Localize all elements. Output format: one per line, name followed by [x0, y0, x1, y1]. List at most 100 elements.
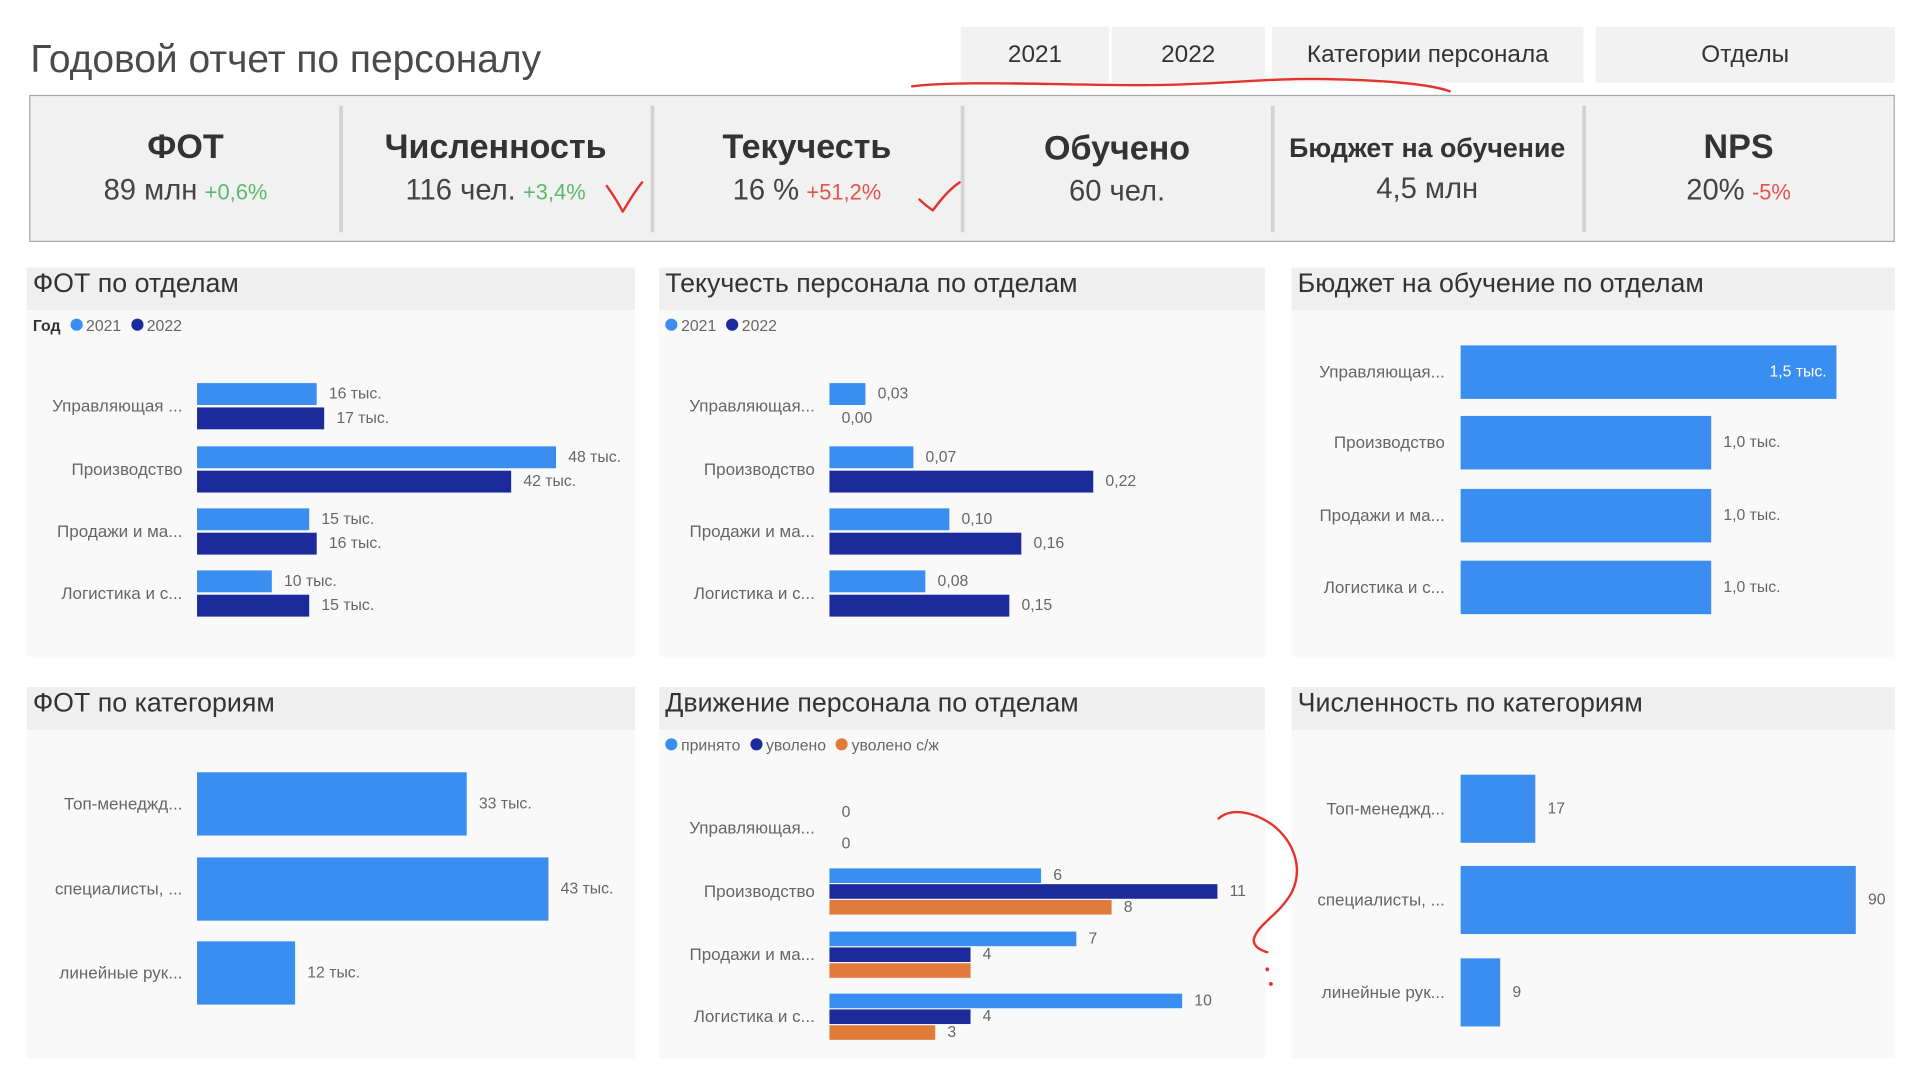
bar-chart-plot: Управляющая... 0 0 Производство 6 11 8 Продажи … [689, 804, 1246, 1041]
bar-value-label: 1,0 тыс. [1723, 507, 1780, 524]
bar-value-label: 16 тыс. [329, 386, 382, 403]
kpi-value-row: 116 чел. +3,4% [405, 173, 585, 211]
category-label: Производство [704, 882, 815, 901]
kpi-value: 89 млн [103, 173, 198, 207]
chart-bar[interactable] [1460, 774, 1536, 843]
chart-bar[interactable] [197, 470, 512, 493]
chart-bar[interactable] [197, 407, 325, 430]
chart-bar[interactable] [197, 532, 317, 555]
chart-bar[interactable] [197, 941, 296, 1005]
handwritten-dot [1268, 981, 1273, 986]
chart-bar[interactable] [197, 772, 467, 836]
bar-value-label: 0,08 [938, 573, 969, 590]
bar-value-label: 1,5 тыс. [1769, 364, 1826, 381]
tab-label: 2022 [1161, 40, 1216, 68]
chart-bar[interactable] [197, 508, 310, 531]
legend-label: уволено [765, 735, 827, 754]
legend-item-2021[interactable]: 2021 [665, 316, 716, 334]
chart-bar[interactable] [829, 446, 914, 469]
legend-item-2021[interactable]: 2021 [70, 316, 121, 334]
chart-bar[interactable] [829, 508, 950, 531]
chart-bar[interactable] [829, 532, 1022, 555]
legend-item-hired[interactable]: принято [665, 735, 740, 753]
bar-value-label: 43 тыс. [561, 881, 614, 898]
bar-value-label: 6 [1053, 867, 1062, 884]
tab-label: Категории персонала [1306, 40, 1549, 68]
category-label: Логистика и с... [1324, 578, 1445, 597]
bar-value-label: 0,07 [926, 449, 957, 466]
chart-bar[interactable] [829, 931, 1077, 947]
category-label: Производство [704, 460, 815, 479]
chart-bar[interactable] [1460, 958, 1501, 1027]
kpi-value: 16 % [732, 173, 800, 207]
kpi-card-training-budget: Бюджет на обучение 4,5 млн [1272, 96, 1582, 241]
kpi-delta: -5% [1751, 179, 1791, 205]
kpi-card-payroll: ФОТ 89 млн +0,6% [30, 96, 340, 241]
chart-bar[interactable] [829, 884, 1218, 899]
chart-bar[interactable] [829, 383, 866, 405]
chart-bar[interactable] [1460, 560, 1712, 615]
kpi-delta: +0,6% [204, 179, 268, 205]
chart-bar[interactable] [829, 594, 1010, 617]
chart-bar[interactable] [829, 993, 1183, 1009]
tab-2022[interactable]: 2022 [1111, 26, 1265, 83]
chart-bar[interactable] [829, 570, 926, 593]
bar-value-label: 1,0 тыс. [1723, 434, 1780, 451]
chart-bar[interactable] [1460, 865, 1856, 935]
bar-value-label: 9 [1512, 984, 1521, 1001]
chart-bar[interactable] [829, 470, 1094, 493]
legend-item-resigned[interactable]: уволено с/ж [835, 735, 939, 753]
kpi-divider [1582, 105, 1586, 233]
tab-departments[interactable]: Отделы [1595, 26, 1895, 83]
chart-bar[interactable] [829, 1025, 936, 1040]
kpi-title: ФОТ [147, 127, 224, 166]
chart-training-budget-by-department: Управляющая... 1,5 тыс. Производство 1,0 ты… [1291, 267, 1895, 657]
bar-value-label: 10 [1194, 992, 1212, 1009]
legend-item-2022[interactable]: 2022 [130, 316, 182, 334]
legend-label: 2022 [741, 315, 777, 334]
kpi-value-row: 89 млн +0,6% [104, 173, 268, 211]
kpi-divider [650, 105, 655, 233]
bar-chart-plot: Управляющая ... 16 тыс. 17 тыс. Производств… [52, 383, 621, 617]
chart-bar[interactable] [1460, 488, 1712, 543]
legend-item-2022[interactable]: 2022 [725, 315, 777, 334]
chart-bar[interactable] [829, 947, 971, 963]
chart-bar[interactable] [829, 963, 971, 978]
bar-value-label: 7 [1088, 930, 1097, 947]
bar-value-label: 0,03 [878, 386, 909, 403]
chart-bar[interactable] [197, 446, 557, 469]
chart-bar[interactable] [829, 1009, 971, 1025]
kpi-value-row: 16 % +51,2% [733, 173, 882, 211]
chart-legend: 2021 2022 [665, 315, 786, 334]
legend-dot [725, 318, 739, 331]
kpi-value: 4,5 млн [1376, 172, 1479, 205]
category-label: Производство [1334, 433, 1445, 452]
chart-bar[interactable] [197, 857, 549, 921]
chart-title: Движение персонала по отделам [659, 687, 1265, 730]
kpi-card-headcount: Численность 116 чел. +3,4% [341, 96, 651, 241]
kpi-card-nps: NPS 20% -5% [1583, 96, 1893, 241]
category-label: Управляющая ... [52, 397, 182, 416]
chart-bar[interactable] [197, 570, 272, 593]
legend-item-dismissed[interactable]: уволено [750, 735, 826, 753]
bar-value-label: 0 [842, 836, 851, 853]
chart-title: Численность по категориям [1291, 687, 1895, 730]
category-label: линейные рук... [59, 963, 182, 982]
category-label: Управляющая... [1319, 363, 1445, 382]
bar-value-label: 0,00 [842, 410, 873, 427]
chart-payroll-by-category: Топ-менеджд... 33 тыс. специалисты, ... 43 … [26, 687, 635, 1059]
chart-bar[interactable] [197, 594, 310, 617]
bar-value-label: 15 тыс. [321, 511, 374, 528]
chart-bar[interactable] [197, 383, 317, 405]
category-label: линейные рук... [1322, 983, 1445, 1002]
bar-chart-plot: Топ-менеджд... 17 специалисты, ... 90 линейн… [1317, 774, 1886, 1027]
tab-personnel-categories[interactable]: Категории персонала [1272, 26, 1584, 83]
chart-staff-movement-by-department: Управляющая... 0 0 Производство 6 11 8 Продажи … [659, 687, 1265, 1059]
chart-bar[interactable] [829, 899, 1112, 915]
kpi-title: Бюджет на обучение [1289, 131, 1566, 163]
chart-bar[interactable] [1460, 415, 1712, 470]
chart-bar[interactable] [829, 868, 1042, 883]
tab-2021[interactable]: 2021 [960, 26, 1110, 83]
chart-bar[interactable] [1460, 345, 1837, 399]
kpi-value: 60 чел. [1068, 174, 1166, 208]
